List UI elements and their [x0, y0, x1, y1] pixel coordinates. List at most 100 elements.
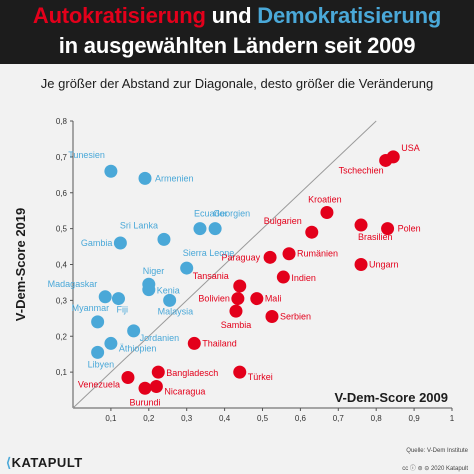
data-point-thailand: [187, 336, 201, 350]
logo-mark-icon: ⟨: [6, 455, 12, 470]
point-label-bangladesch: Bangladesch: [166, 368, 218, 378]
data-point-türkei: [233, 365, 247, 379]
point-label-bolivien: Bolivien: [198, 294, 230, 304]
source-line: Quelle: V-Dem Institute: [406, 448, 468, 454]
data-point-sri-lanka: [157, 232, 171, 246]
point-label-libyen: Libyen: [88, 359, 115, 369]
data-point-ungarn: [354, 258, 368, 271]
point-label-venezuela: Venezuela: [78, 380, 120, 390]
point-label-tunesien: Tunesien: [68, 150, 105, 160]
x-axis-label: V-Dem-Score 2009: [335, 390, 448, 405]
header-banner: Autokratisierung und Demokratisierung in…: [0, 0, 474, 64]
data-point-jordanien: [127, 324, 141, 338]
point-label-sierra-leone: Sierra Leone: [183, 248, 235, 258]
x-tick-label: 0,8: [371, 414, 383, 423]
x-tick-label: 0,4: [219, 414, 231, 423]
title-demokratisierung: Demokratisierung: [257, 3, 442, 28]
point-label-bulgarien: Bulgarien: [264, 216, 302, 226]
point-label-paraguay: Paraguay: [222, 252, 261, 262]
data-point-rumänien: [282, 247, 296, 261]
point-label-tschechien: Tschechien: [339, 165, 384, 175]
data-point-myanmar: [91, 315, 105, 329]
chart-title-line1: Autokratisierung und Demokratisierung: [0, 3, 474, 29]
data-point-gambia: [113, 236, 127, 250]
y-tick-label: 0,1: [56, 368, 68, 377]
x-tick-label: 0,7: [333, 414, 345, 423]
point-label-sri-lanka: Sri Lanka: [120, 220, 158, 230]
katapult-logo: ⟨KATAPULT: [6, 455, 83, 471]
data-point-ecuador: [193, 222, 207, 236]
y-tick-label: 0,6: [56, 189, 68, 198]
point-label-jordanien: Jordanien: [140, 333, 180, 343]
data-point-polen: [381, 222, 395, 236]
y-tick-label: 0,7: [56, 153, 68, 162]
x-tick-label: 0,3: [181, 414, 193, 423]
point-label-türkei: Türkei: [248, 372, 273, 382]
data-point-brasilien: [354, 218, 368, 232]
data-point-armenien: [138, 171, 152, 185]
point-label-indien: Indien: [291, 273, 316, 283]
y-tick-label: 0,8: [56, 117, 68, 126]
point-label-mali: Mali: [265, 294, 282, 304]
point-label-thailand: Thailand: [202, 338, 237, 348]
data-point-burundi: [138, 381, 152, 395]
diagonal-line: [72, 120, 377, 409]
data-point-tschechien: [379, 153, 393, 167]
data-point-bulgarien: [305, 225, 319, 239]
x-tick-label: 0,9: [409, 414, 421, 423]
data-point-paraguay: [263, 250, 277, 264]
chart-title-line2: in ausgewählten Ländern seit 2009: [58, 33, 416, 58]
logo-text: KATAPULT: [11, 455, 83, 470]
point-label-tansania: Tansania: [193, 271, 229, 281]
point-label-burundi: Burundi: [129, 397, 160, 407]
data-point-georgien: [208, 222, 222, 236]
x-tick-label: 0,6: [295, 414, 307, 423]
point-label-ungarn: Ungarn: [369, 260, 399, 270]
y-tick-label: 0,3: [56, 296, 68, 305]
y-tick-label: 0,2: [56, 332, 68, 341]
data-point-serbien: [265, 310, 279, 324]
y-axis-label: V-Dem-Score 2019: [13, 208, 28, 321]
data-point-tunesien: [104, 164, 118, 178]
point-label-fiji: Fiji: [116, 305, 128, 315]
point-label-sambia: Sambia: [221, 320, 252, 330]
point-label-brasilien: Brasilien: [358, 232, 393, 242]
data-point-fiji: [111, 292, 125, 306]
point-label-ecuador: Ecuador: [194, 209, 228, 219]
chart-subtitle: Je größer der Abstand zur Diagonale, des…: [40, 76, 434, 91]
point-label-armenien: Armenien: [155, 173, 194, 183]
data-point-kenia: [142, 283, 156, 297]
point-label-usa: USA: [401, 143, 420, 153]
point-label-myanmar: Myanmar: [72, 303, 110, 313]
data-point-sambia: [229, 304, 243, 318]
data-point-madagaskar: [98, 290, 112, 304]
point-label-äthiopien: Äthiopien: [119, 343, 157, 353]
point-label-madagaskar: Madagaskar: [48, 279, 98, 289]
data-point-kroatien: [320, 205, 334, 219]
point-label-niger: Niger: [143, 266, 165, 276]
data-point-bolivien: [231, 292, 245, 306]
x-tick-label: 0,2: [143, 414, 155, 423]
data-point-bangladesch: [151, 365, 165, 379]
data-point-tansania: [233, 279, 247, 293]
data-point-nicaragua: [149, 379, 163, 393]
license-note: cc ⓘ ⊜ ⊝ 2020 Katapult: [402, 466, 468, 472]
point-label-kroatien: Kroatien: [308, 194, 342, 204]
x-tick-label: 1: [450, 414, 455, 423]
data-point-sierra-leone: [180, 261, 194, 275]
point-label-malaysia: Malaysia: [158, 306, 194, 316]
data-point-mali: [250, 292, 264, 306]
point-label-serbien: Serbien: [280, 312, 311, 322]
title-autokratisierung: Autokratisierung: [32, 3, 206, 28]
data-point-malaysia: [163, 293, 177, 307]
point-label-georgien: Georgien: [213, 209, 250, 219]
point-label-kenia: Kenia: [157, 286, 180, 296]
data-point-indien: [276, 270, 290, 284]
data-point-äthiopien: [104, 336, 118, 350]
source-note: Quelle: V-Dem Institute: [348, 447, 468, 456]
y-tick-label: 0,5: [56, 225, 68, 234]
point-label-rumänien: Rumänien: [297, 249, 338, 259]
y-tick-label: 0,4: [56, 261, 68, 270]
x-tick-label: 0,1: [105, 414, 117, 423]
